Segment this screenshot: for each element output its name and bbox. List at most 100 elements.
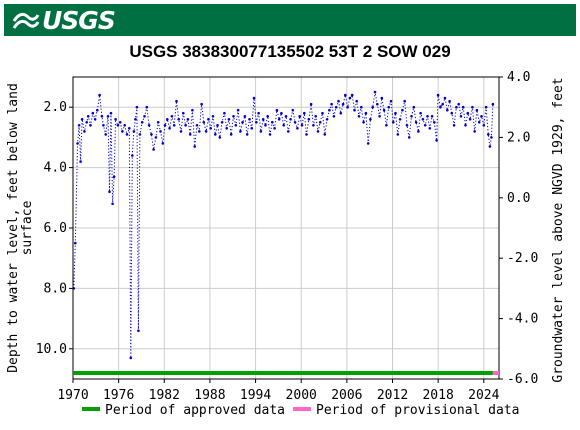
data-point — [412, 105, 416, 109]
left-y-axis-ticks: 2.0 4.0 6.0 8.0 10.0 — [36, 100, 73, 357]
data-point — [202, 121, 206, 124]
data-point — [223, 111, 226, 115]
data-point — [277, 118, 281, 121]
data-point — [291, 108, 295, 112]
data-point — [275, 108, 279, 112]
data-point — [360, 105, 363, 109]
y-right-tick-label: 0.0 — [507, 191, 530, 206]
data-point — [100, 115, 104, 118]
usgs-logo[interactable]: USGS — [12, 6, 116, 35]
data-point — [129, 356, 133, 360]
data-point — [348, 96, 352, 100]
data-point — [121, 130, 124, 133]
data-point — [227, 118, 231, 121]
data-point — [282, 124, 286, 127]
data-point — [446, 108, 449, 112]
data-point — [330, 102, 333, 106]
data-point — [250, 127, 254, 130]
data-point — [220, 121, 224, 124]
x-tick-label: 2000 — [286, 388, 317, 403]
data-point — [218, 136, 222, 139]
legend: Period of approved data Period of provisi… — [82, 403, 520, 418]
data-point — [172, 124, 176, 127]
data-point — [471, 105, 474, 109]
data-point — [480, 115, 483, 118]
y-left-tick-label: 6.0 — [44, 221, 67, 236]
data-point — [287, 130, 290, 133]
data-point — [461, 105, 465, 109]
data-point — [209, 127, 212, 130]
data-point — [428, 127, 432, 130]
data-point — [419, 111, 422, 115]
data-point — [261, 118, 265, 121]
data-point — [300, 124, 304, 127]
data-point — [436, 93, 440, 97]
data-point — [455, 105, 458, 109]
data-point — [111, 202, 114, 206]
data-point — [466, 111, 470, 115]
x-tick-label: 1988 — [194, 388, 225, 403]
data-point — [366, 142, 370, 145]
data-point — [339, 111, 343, 115]
data-point — [350, 93, 354, 97]
data-point — [143, 115, 146, 118]
data-point — [473, 130, 477, 133]
data-point — [207, 118, 210, 121]
data-point — [186, 118, 190, 121]
data-point — [487, 133, 490, 136]
data-point — [266, 115, 270, 118]
data-point — [156, 121, 160, 124]
data-point — [204, 130, 208, 133]
y-right-tick-label: -4.0 — [507, 312, 538, 327]
data-point — [353, 108, 356, 112]
data-point — [225, 127, 228, 130]
y-right-tick-label: 2.0 — [507, 130, 530, 145]
period-bar-approved — [73, 371, 493, 375]
y-left-tick-label: 4.0 — [44, 161, 67, 176]
data-point — [91, 111, 95, 115]
data-point — [421, 118, 425, 121]
data-point — [138, 133, 142, 136]
period-bars — [73, 371, 499, 375]
data-point — [373, 90, 377, 94]
data-point — [430, 115, 434, 118]
data-point — [273, 127, 276, 130]
data-point — [135, 105, 139, 109]
data-point — [387, 105, 391, 109]
data-point — [394, 111, 397, 115]
data-point — [257, 111, 260, 115]
data-point — [72, 287, 76, 290]
data-point — [175, 99, 178, 103]
data-point — [403, 99, 407, 103]
data-point — [433, 121, 436, 124]
y-right-tick-label: -2.0 — [507, 251, 538, 266]
data-point — [102, 124, 105, 127]
data-point — [188, 133, 192, 136]
x-tick-label: 1970 — [57, 388, 88, 403]
data-point — [104, 133, 107, 136]
data-point — [168, 127, 171, 130]
data-point — [195, 124, 199, 127]
data-point — [93, 118, 97, 121]
data-point — [77, 124, 81, 127]
data-point — [376, 102, 379, 106]
data-point — [303, 111, 306, 115]
period-bar-provisional — [492, 371, 499, 375]
data-point — [140, 121, 144, 124]
data-point — [131, 154, 134, 157]
data-point — [259, 130, 263, 133]
data-point — [76, 142, 79, 145]
data-point — [147, 124, 151, 127]
y-right-tick-label: 4.0 — [507, 70, 530, 85]
data-point — [177, 118, 180, 121]
y-right-tick-label: -6.0 — [507, 372, 538, 387]
x-tick-label: 2018 — [422, 388, 453, 403]
x-tick-label: 1982 — [149, 388, 180, 403]
data-point — [241, 121, 244, 124]
data-point — [239, 130, 242, 133]
chart-title: USGS 383830077135502 53T 2 SOW 029 — [129, 42, 451, 61]
data-point — [271, 121, 274, 124]
data-point — [79, 160, 82, 163]
data-point — [216, 124, 219, 127]
data-point — [482, 124, 486, 127]
